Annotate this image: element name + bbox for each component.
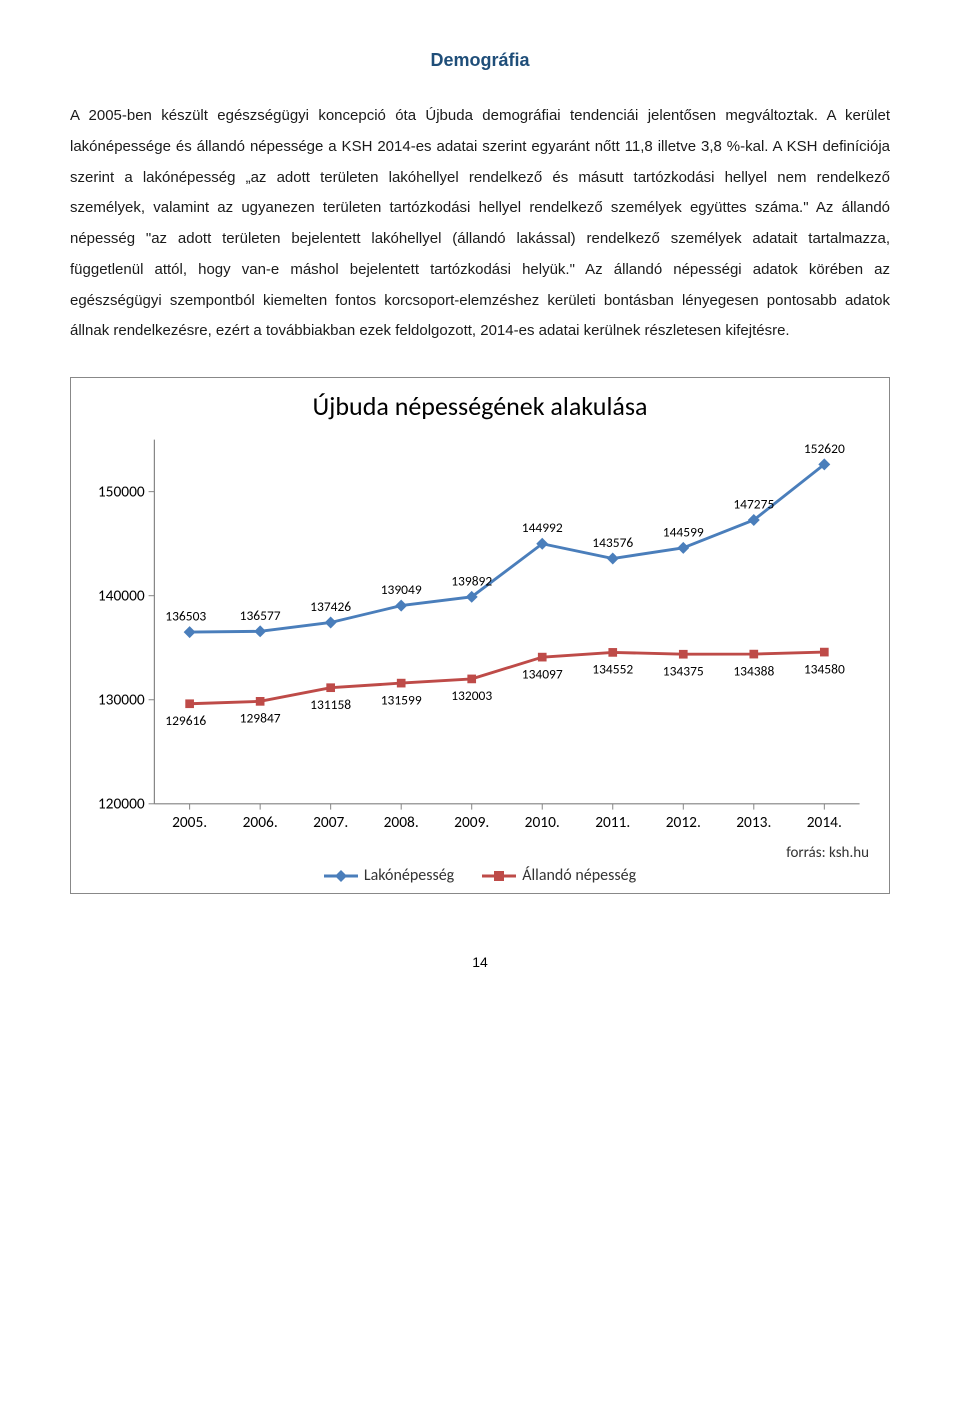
legend-label: Lakónépesség [364,866,454,885]
chart-source: forrás: ksh.hu [85,844,875,862]
svg-text:134580: 134580 [804,660,845,677]
svg-text:147275: 147275 [733,495,774,512]
svg-text:144599: 144599 [663,523,704,540]
chart-canvas: 120000 130000 140000 150000 2005. 2006. 2007. 2… [85,430,875,844]
legend-item: Lakónépesség [324,866,454,885]
svg-text:139892: 139892 [451,572,492,589]
chart-legend: Lakónépesség Állandó népesség [85,866,875,885]
svg-text:152620: 152620 [804,440,845,457]
svg-text:143576: 143576 [592,534,633,551]
square-icon [482,869,516,883]
svg-text:2008.: 2008. [384,813,419,832]
chart-title: Újbuda népességének alakulása [85,390,875,422]
svg-text:132003: 132003 [451,687,492,704]
svg-text:2014.: 2014. [807,813,842,832]
svg-text:134097: 134097 [522,665,563,682]
svg-text:2009.: 2009. [454,813,489,832]
svg-text:140000: 140000 [98,587,145,606]
legend-label: Állandó népesség [522,866,636,885]
svg-text:2007.: 2007. [313,813,348,832]
legend-item: Állandó népesség [482,866,636,885]
svg-text:136503: 136503 [165,608,206,625]
svg-text:120000: 120000 [98,795,145,814]
svg-text:134552: 134552 [592,661,633,678]
section-heading: Demográfia [70,50,890,71]
page-number: 14 [70,954,890,970]
svg-text:2006.: 2006. [243,813,278,832]
diamond-icon [324,869,358,883]
svg-text:137426: 137426 [310,598,351,615]
svg-text:150000: 150000 [98,482,145,501]
svg-text:130000: 130000 [98,691,145,710]
svg-text:131599: 131599 [381,691,422,708]
body-paragraph: A 2005-ben készült egészségügyi koncepci… [70,101,890,347]
svg-text:2013.: 2013. [736,813,771,832]
svg-text:2011.: 2011. [595,813,630,832]
svg-text:2012.: 2012. [666,813,701,832]
population-chart: Újbuda népességének alakulása 120000 1300… [70,377,890,894]
svg-text:136577: 136577 [240,607,281,624]
svg-text:134388: 134388 [733,662,774,679]
svg-text:131158: 131158 [310,696,351,713]
svg-text:139049: 139049 [381,581,422,598]
svg-text:144992: 144992 [522,519,563,536]
svg-text:129616: 129616 [165,712,206,729]
svg-text:2010.: 2010. [525,813,560,832]
svg-text:2005.: 2005. [172,813,207,832]
svg-text:134375: 134375 [663,662,704,679]
svg-text:129847: 129847 [240,710,281,727]
